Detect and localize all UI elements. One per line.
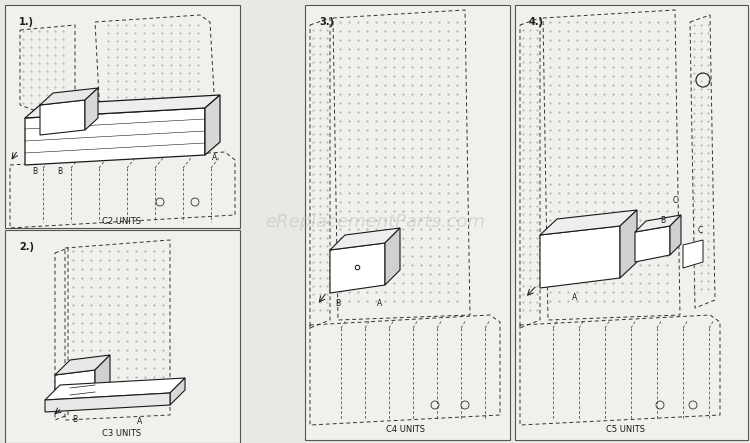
Bar [515, 5, 748, 440]
Polygon shape [45, 393, 170, 412]
Text: A: A [212, 154, 217, 163]
Polygon shape [683, 240, 703, 268]
Polygon shape [635, 215, 681, 232]
Text: C4 UNITS: C4 UNITS [386, 425, 424, 435]
Polygon shape [40, 100, 85, 135]
Polygon shape [330, 228, 400, 250]
Text: B: B [32, 167, 38, 176]
Text: eReplacementParts.com: eReplacementParts.com [265, 213, 485, 230]
Text: C: C [672, 195, 678, 205]
Polygon shape [40, 88, 98, 105]
Polygon shape [205, 95, 220, 155]
Polygon shape [45, 378, 185, 400]
Polygon shape [385, 228, 400, 285]
Text: C3 UNITS: C3 UNITS [103, 430, 142, 439]
Text: B: B [58, 167, 62, 176]
Polygon shape [620, 210, 637, 278]
Text: A: A [572, 294, 578, 303]
Bar [5, 5, 240, 228]
Polygon shape [635, 226, 670, 262]
Text: B: B [73, 416, 77, 424]
Polygon shape [25, 108, 205, 165]
Polygon shape [85, 88, 98, 130]
Polygon shape [540, 226, 620, 288]
Text: A: A [137, 417, 142, 427]
Text: C5 UNITS: C5 UNITS [605, 425, 644, 435]
Polygon shape [55, 370, 95, 405]
Polygon shape [330, 243, 385, 293]
Text: B: B [335, 299, 340, 307]
Bar [5, 230, 240, 443]
Text: 3.): 3.) [319, 17, 334, 27]
Text: 2.): 2.) [19, 242, 34, 252]
Text: 1.): 1.) [19, 17, 34, 27]
Text: 4.): 4.) [529, 17, 544, 27]
Text: C: C [698, 225, 703, 234]
Text: C2 UNITS: C2 UNITS [103, 217, 142, 225]
Polygon shape [55, 355, 110, 375]
Polygon shape [670, 215, 681, 255]
Text: A: A [377, 299, 382, 307]
Text: B: B [661, 215, 665, 225]
Polygon shape [170, 378, 185, 405]
Polygon shape [540, 210, 637, 235]
Bar [305, 5, 510, 440]
Polygon shape [95, 355, 110, 400]
Polygon shape [25, 95, 220, 118]
